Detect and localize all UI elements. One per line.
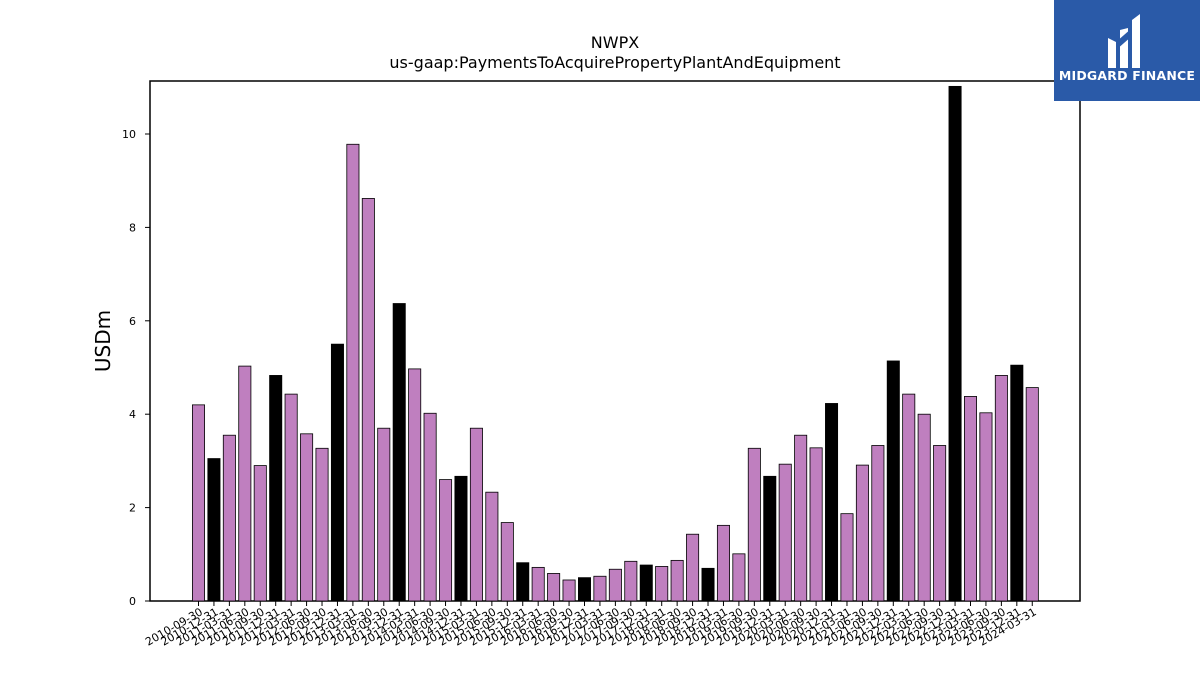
bar	[284, 393, 298, 602]
bar	[825, 403, 839, 602]
y-tick-label: 2	[129, 502, 136, 515]
y-axis-label: USDm	[91, 310, 115, 372]
bar	[269, 375, 283, 602]
y-tick-label: 10	[122, 128, 136, 141]
bar	[716, 524, 730, 602]
bar	[655, 566, 669, 602]
logo-text: MIDGARD FINANCE	[1058, 68, 1196, 83]
bar	[423, 412, 437, 602]
bar	[207, 458, 221, 602]
bar	[330, 343, 344, 602]
bar	[778, 463, 792, 602]
bar	[886, 360, 900, 602]
bar	[902, 393, 916, 602]
bar	[840, 513, 854, 602]
bar	[639, 564, 653, 602]
bar	[531, 566, 545, 602]
bar	[562, 579, 576, 602]
bar	[855, 464, 869, 602]
brand-logo: MIDGARD FINANCE	[1054, 0, 1200, 101]
plot-area: 02468102010-09-302010-12-312011-03-31201…	[122, 80, 1081, 649]
bar	[933, 445, 947, 602]
bar	[1025, 387, 1039, 602]
bar	[439, 479, 453, 602]
bar	[469, 427, 483, 602]
bar	[871, 445, 885, 602]
bar	[1010, 364, 1024, 602]
bar	[361, 198, 375, 602]
bar	[253, 465, 267, 602]
bar	[994, 375, 1008, 602]
bar	[191, 404, 205, 602]
bar	[222, 434, 236, 602]
bar	[809, 447, 823, 602]
logo-mark-icon	[1108, 14, 1140, 68]
bar	[763, 475, 777, 602]
bar	[485, 491, 499, 602]
bar	[917, 413, 931, 602]
bar	[300, 433, 314, 602]
bar	[238, 365, 252, 602]
bar	[670, 559, 684, 602]
bar	[593, 575, 607, 602]
bar	[948, 85, 962, 602]
bar	[500, 522, 514, 602]
bar	[701, 567, 715, 602]
bar	[608, 568, 622, 602]
bar	[578, 577, 592, 602]
chart-title: NWPX	[591, 33, 639, 52]
bar	[408, 368, 422, 602]
bar	[794, 434, 808, 602]
bar	[346, 143, 360, 602]
y-tick-label: 4	[129, 408, 136, 421]
bar	[979, 412, 993, 602]
chart-subtitle: us-gaap:PaymentsToAcquirePropertyPlantAn…	[389, 53, 840, 72]
y-tick-label: 8	[129, 221, 136, 234]
bar	[964, 396, 978, 602]
bar	[516, 562, 530, 602]
bar	[732, 553, 746, 602]
y-tick-label: 6	[129, 315, 136, 328]
bar	[377, 427, 391, 602]
bar	[392, 303, 406, 602]
bar	[315, 447, 329, 602]
bar	[747, 447, 761, 602]
bar	[454, 475, 468, 602]
bar	[624, 560, 638, 602]
bar	[686, 533, 700, 602]
y-tick-label: 0	[129, 595, 136, 608]
bar	[547, 573, 561, 602]
